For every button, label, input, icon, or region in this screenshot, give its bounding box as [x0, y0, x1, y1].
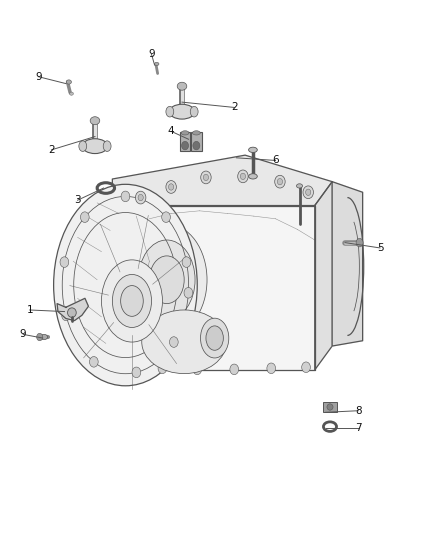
- Ellipse shape: [70, 92, 74, 95]
- Bar: [322, 402, 337, 413]
- Bar: [191, 132, 201, 151]
- Polygon shape: [57, 298, 88, 320]
- Text: 6: 6: [272, 156, 279, 165]
- Ellipse shape: [327, 404, 333, 410]
- Circle shape: [267, 363, 276, 374]
- Ellipse shape: [166, 107, 174, 117]
- Ellipse shape: [79, 141, 87, 151]
- Text: 9: 9: [35, 71, 42, 82]
- Ellipse shape: [113, 274, 152, 327]
- Circle shape: [303, 186, 314, 199]
- Circle shape: [62, 310, 71, 321]
- Circle shape: [135, 191, 146, 204]
- Circle shape: [89, 357, 98, 367]
- Circle shape: [169, 184, 174, 190]
- Circle shape: [121, 191, 130, 201]
- Ellipse shape: [82, 139, 108, 154]
- Ellipse shape: [249, 174, 257, 179]
- Ellipse shape: [190, 107, 198, 117]
- Circle shape: [184, 287, 193, 298]
- Circle shape: [201, 171, 211, 184]
- Ellipse shape: [201, 318, 229, 358]
- Ellipse shape: [142, 310, 226, 374]
- Circle shape: [275, 175, 285, 188]
- Ellipse shape: [249, 147, 257, 152]
- Text: 3: 3: [74, 195, 81, 205]
- Ellipse shape: [177, 82, 187, 90]
- Circle shape: [238, 170, 248, 183]
- Circle shape: [356, 238, 363, 247]
- Text: 9: 9: [20, 329, 26, 340]
- Circle shape: [240, 173, 246, 180]
- Text: 2: 2: [231, 102, 237, 112]
- Polygon shape: [113, 206, 315, 370]
- Circle shape: [182, 141, 188, 150]
- Text: 4: 4: [168, 126, 174, 136]
- Circle shape: [230, 364, 239, 375]
- Ellipse shape: [149, 256, 184, 304]
- Ellipse shape: [170, 104, 194, 119]
- Circle shape: [81, 212, 89, 222]
- Ellipse shape: [297, 184, 303, 188]
- Ellipse shape: [120, 286, 143, 317]
- Ellipse shape: [138, 240, 195, 319]
- Bar: [180, 132, 190, 151]
- Text: 7: 7: [355, 423, 362, 433]
- Text: 1: 1: [26, 305, 33, 315]
- Ellipse shape: [181, 131, 189, 135]
- Ellipse shape: [206, 326, 223, 350]
- Circle shape: [193, 141, 200, 150]
- Text: 5: 5: [377, 243, 383, 253]
- Circle shape: [132, 367, 141, 378]
- Text: 9: 9: [148, 50, 155, 59]
- Circle shape: [37, 333, 43, 341]
- Circle shape: [138, 195, 143, 201]
- Polygon shape: [113, 155, 332, 206]
- Circle shape: [158, 363, 167, 374]
- Polygon shape: [332, 182, 363, 346]
- Polygon shape: [315, 182, 332, 370]
- Text: 2: 2: [48, 145, 55, 155]
- Ellipse shape: [192, 131, 200, 135]
- Circle shape: [306, 189, 311, 196]
- Ellipse shape: [102, 260, 162, 342]
- Ellipse shape: [67, 308, 76, 317]
- Ellipse shape: [90, 117, 100, 125]
- Ellipse shape: [41, 334, 47, 340]
- Circle shape: [182, 257, 191, 268]
- Text: 8: 8: [355, 406, 362, 416]
- Circle shape: [60, 257, 69, 268]
- Ellipse shape: [66, 80, 71, 84]
- Ellipse shape: [127, 224, 207, 335]
- Ellipse shape: [53, 184, 197, 386]
- Ellipse shape: [155, 62, 159, 66]
- Circle shape: [162, 212, 170, 222]
- Circle shape: [193, 364, 201, 375]
- Circle shape: [302, 362, 311, 373]
- Circle shape: [170, 337, 178, 348]
- Ellipse shape: [103, 141, 111, 151]
- Circle shape: [277, 179, 283, 185]
- Circle shape: [166, 181, 177, 193]
- Circle shape: [203, 174, 208, 181]
